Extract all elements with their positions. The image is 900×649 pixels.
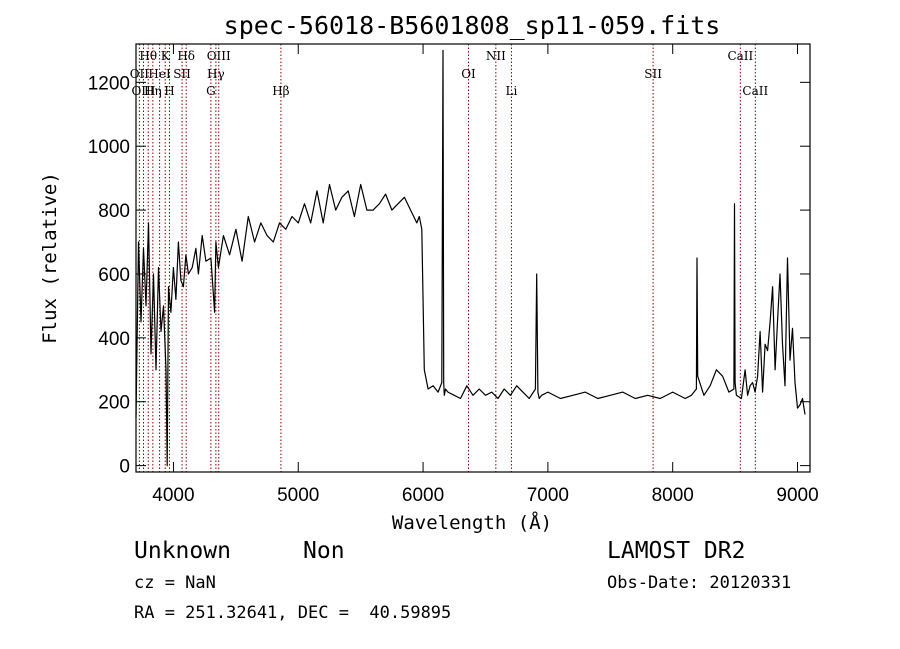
y-tick-label: 400 [98, 329, 130, 350]
y-axis: 0 200 400 600 800 1000 1200 [88, 73, 810, 478]
object-subclass: Non [303, 538, 345, 564]
sky-coordinates: RA = 251.32641, DEC = 40.59895 [134, 603, 452, 623]
chart-title: spec-56018-B5601808_sp11-059.fits [224, 11, 721, 40]
line-marker-label: Hβ [272, 84, 289, 98]
y-tick-label: 600 [98, 265, 130, 286]
line-marker-label: K [161, 49, 171, 63]
x-tick-label: 6000 [402, 485, 444, 506]
plot-frame [135, 43, 811, 473]
line-marker-label: CaII [727, 49, 753, 63]
x-axis-label: Wavelength (Å) [392, 511, 552, 534]
line-marker-label: CaII [742, 84, 768, 98]
x-tick-label: 9000 [776, 485, 818, 506]
redshift-cz: cz = NaN [134, 573, 216, 593]
y-tick-label: 1200 [88, 73, 130, 94]
y-tick-label: 800 [98, 201, 130, 222]
line-marker-label: OIII [131, 84, 155, 98]
y-axis-label: Flux (relative) [39, 172, 61, 344]
line-marker-label: Hγ [207, 67, 225, 81]
line-marker-label: HeI [148, 67, 171, 81]
line-marker-label: Hη [144, 84, 162, 98]
spectrum-line [135, 49, 806, 467]
survey-name: LAMOST DR2 [607, 538, 746, 564]
y-tick-label: 0 [119, 457, 130, 478]
line-marker-label: Li [506, 84, 518, 98]
object-class: Unknown [134, 538, 231, 564]
x-tick-label: 4000 [152, 485, 194, 506]
observation-date: Obs-Date: 20120331 [607, 573, 792, 593]
line-marker-label: Hδ [177, 49, 195, 63]
x-tick-label: 5000 [277, 485, 319, 506]
line-marker-label: Hθ [139, 49, 157, 63]
line-marker-label: OIII [207, 49, 231, 63]
x-tick-label: 7000 [527, 485, 569, 506]
x-tick-label: 8000 [652, 485, 694, 506]
line-marker-label: OI [461, 67, 476, 81]
line-marker-label: SII [173, 67, 191, 81]
line-marker-label: SII [644, 67, 662, 81]
line-marker-label: G [206, 84, 216, 98]
line-marker-label: OII [130, 67, 150, 81]
x-axis: 4000 5000 6000 7000 8000 9000 [152, 44, 819, 506]
line-marker-label: NII [486, 49, 506, 63]
y-tick-label: 200 [98, 393, 130, 414]
line-marker-label: H [164, 84, 174, 98]
y-tick-label: 1000 [88, 137, 130, 158]
